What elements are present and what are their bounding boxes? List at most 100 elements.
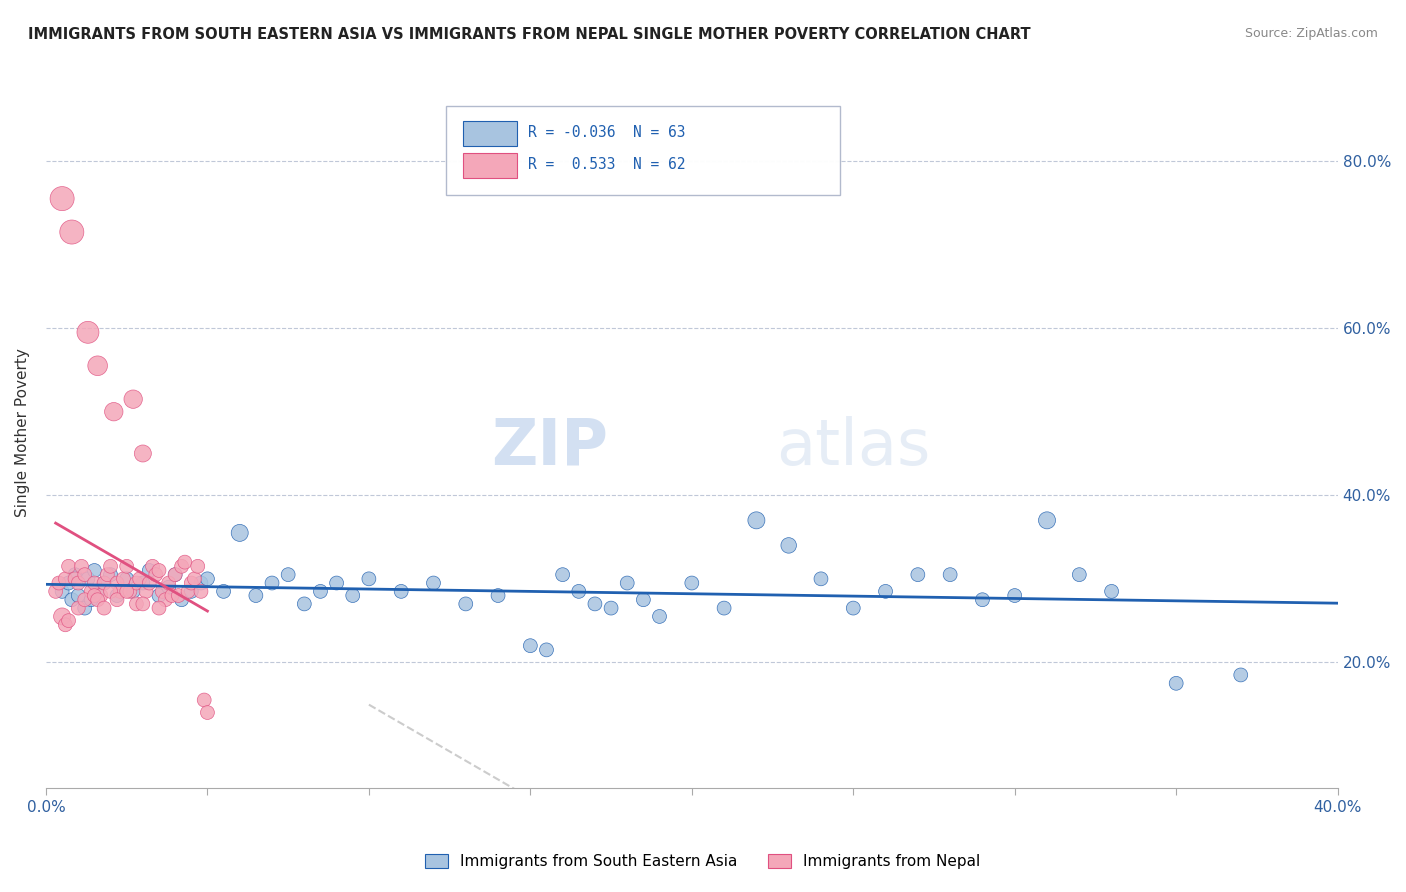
Point <box>115 559 138 574</box>
Point <box>454 597 477 611</box>
Point <box>389 584 412 599</box>
Point <box>183 572 205 586</box>
Legend: Immigrants from South Eastern Asia, Immigrants from Nepal: Immigrants from South Eastern Asia, Immi… <box>419 848 987 875</box>
Point <box>58 559 80 574</box>
Point <box>197 706 219 720</box>
Point <box>150 584 173 599</box>
Point <box>177 584 200 599</box>
Point <box>167 589 190 603</box>
Point <box>83 576 105 591</box>
Point <box>810 572 832 586</box>
Point <box>1101 584 1123 599</box>
Point <box>260 576 283 591</box>
Point <box>1166 676 1188 690</box>
Point <box>83 564 105 578</box>
Point <box>105 589 128 603</box>
Point <box>170 592 193 607</box>
Point <box>681 576 703 591</box>
Point <box>100 567 122 582</box>
Point <box>148 601 170 615</box>
Point <box>160 589 183 603</box>
Point <box>212 584 235 599</box>
Point <box>568 584 591 599</box>
Text: atlas: atlas <box>776 416 931 478</box>
Point <box>118 584 141 599</box>
Point <box>58 576 80 591</box>
Point <box>70 559 93 574</box>
Point <box>309 584 332 599</box>
Point <box>48 576 70 591</box>
Point <box>148 589 170 603</box>
Point <box>633 592 655 607</box>
Point <box>648 609 671 624</box>
Point <box>128 572 150 586</box>
Point <box>180 576 202 591</box>
Point <box>292 597 315 611</box>
Point <box>157 580 180 594</box>
Point <box>122 584 145 599</box>
Point <box>53 617 76 632</box>
Point <box>187 559 209 574</box>
Point <box>77 572 100 586</box>
Point <box>73 592 96 607</box>
Point <box>115 572 138 586</box>
Point <box>190 576 212 591</box>
Point <box>80 584 103 599</box>
Point <box>112 572 135 586</box>
Point <box>73 601 96 615</box>
Point <box>1004 589 1026 603</box>
Point <box>357 572 380 586</box>
Point <box>125 576 148 591</box>
Point <box>277 567 299 582</box>
Point <box>67 589 90 603</box>
Point <box>93 576 115 591</box>
Point <box>616 576 638 591</box>
FancyBboxPatch shape <box>463 120 517 146</box>
Point <box>93 576 115 591</box>
Text: ZIP: ZIP <box>491 416 607 478</box>
Point <box>1229 668 1251 682</box>
Point <box>132 576 155 591</box>
Point <box>180 584 202 599</box>
Point <box>105 576 128 591</box>
Point <box>197 572 219 586</box>
Point <box>939 567 962 582</box>
Point <box>551 567 574 582</box>
Point <box>96 567 118 582</box>
Point <box>713 601 735 615</box>
Point <box>907 567 929 582</box>
Point <box>875 584 897 599</box>
Point <box>51 609 73 624</box>
Point <box>148 564 170 578</box>
Point <box>60 592 83 607</box>
Point <box>110 584 132 599</box>
Point <box>600 601 623 615</box>
Point <box>536 643 558 657</box>
Point <box>190 584 212 599</box>
Point <box>80 592 103 607</box>
Text: IMMIGRANTS FROM SOUTH EASTERN ASIA VS IMMIGRANTS FROM NEPAL SINGLE MOTHER POVERT: IMMIGRANTS FROM SOUTH EASTERN ASIA VS IM… <box>28 27 1031 42</box>
Point <box>125 597 148 611</box>
Point <box>583 597 606 611</box>
Point <box>141 559 163 574</box>
Point <box>155 592 177 607</box>
Point <box>778 538 800 552</box>
Point <box>100 584 122 599</box>
Point <box>67 601 90 615</box>
Point <box>745 513 768 527</box>
Point <box>138 576 160 591</box>
Point <box>972 592 994 607</box>
Point <box>342 589 364 603</box>
Point <box>100 559 122 574</box>
Point <box>165 567 187 582</box>
Point <box>132 597 155 611</box>
Point <box>842 601 865 615</box>
Point <box>138 564 160 578</box>
FancyBboxPatch shape <box>463 153 517 178</box>
Point <box>132 446 155 460</box>
Point <box>105 592 128 607</box>
Point <box>145 567 167 582</box>
Point <box>486 589 509 603</box>
Point <box>63 567 86 582</box>
Point <box>93 601 115 615</box>
